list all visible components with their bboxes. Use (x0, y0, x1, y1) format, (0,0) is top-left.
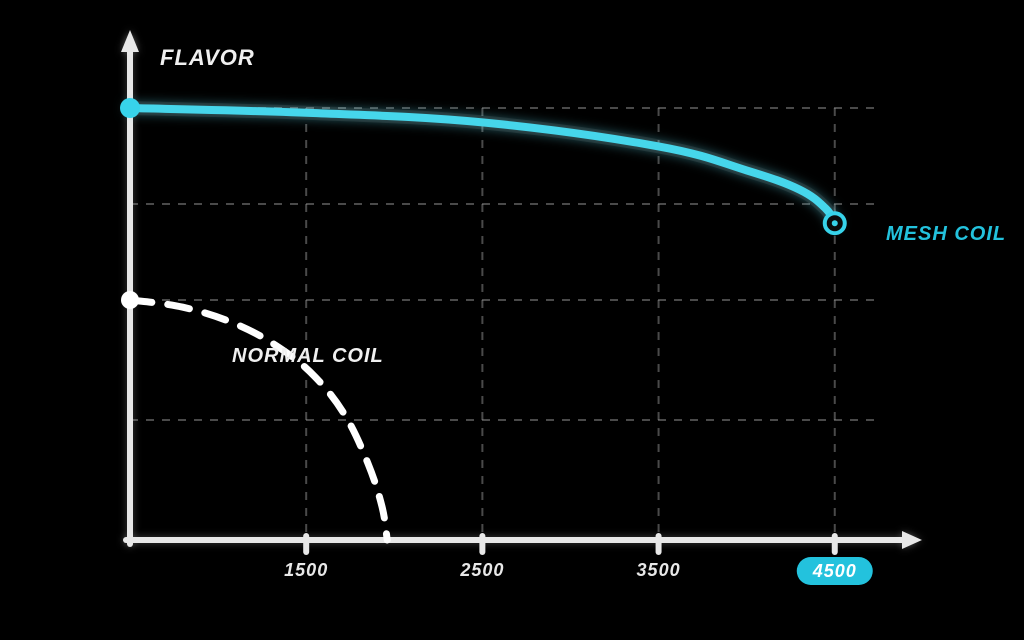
flavor-chart: FLAVOR MESH COIL NORMAL COIL 1500 2500 3500 45… (0, 0, 1024, 640)
x-tick-3500: 3500 (637, 560, 681, 580)
x-tick-2500: 2500 (459, 560, 504, 580)
x-tick-1500: 1500 (284, 560, 328, 580)
chart-svg: FLAVOR MESH COIL NORMAL COIL 1500 2500 3500 45… (0, 0, 1024, 640)
y-axis-label: FLAVOR (160, 45, 255, 70)
x-tick-4500: 4500 (812, 561, 857, 581)
normal-coil-label: NORMAL COIL (232, 345, 384, 367)
mesh-coil-label: MESH COIL (886, 223, 1006, 245)
